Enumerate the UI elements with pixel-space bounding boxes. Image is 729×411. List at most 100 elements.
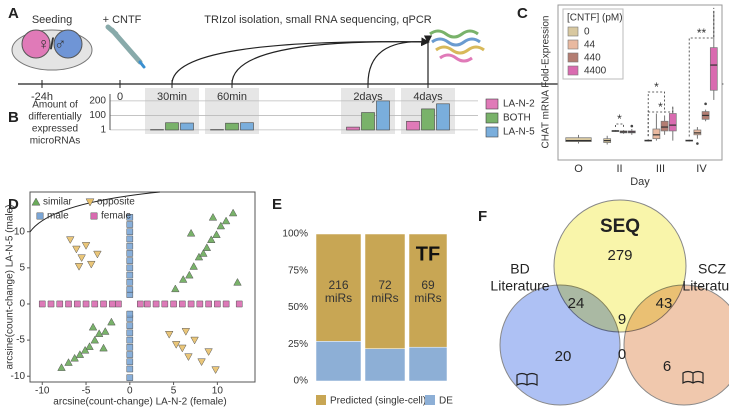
panel-label: F [478, 208, 487, 225]
legend-label: opposite [97, 197, 135, 208]
point [208, 212, 218, 221]
point [228, 208, 238, 217]
significance-label: * [654, 80, 659, 94]
point [202, 243, 212, 251]
point [184, 353, 193, 362]
legend-marker [36, 212, 44, 220]
point [85, 342, 94, 350]
venn-count: 20 [555, 348, 572, 365]
box [652, 128, 661, 140]
point [189, 262, 198, 270]
bar-label: 72 [378, 278, 392, 292]
y-axis-label: Amount of [32, 100, 78, 111]
x-axis-label: arcsine(count-change) LA-N-2 (female) [53, 397, 226, 408]
legend-swatch [485, 112, 499, 124]
panel-label: C [517, 5, 528, 22]
y-axis-label: differentially [28, 112, 81, 123]
bar [165, 122, 179, 131]
book-icon [682, 370, 704, 385]
y-tick-label: 100% [282, 229, 308, 240]
point [126, 286, 134, 293]
significance-label: * [658, 100, 663, 114]
point [205, 300, 212, 308]
point [72, 245, 81, 254]
point [179, 300, 186, 308]
venn-count: 43 [656, 295, 673, 312]
timeline-illustration [11, 24, 485, 71]
significance-bracket [615, 123, 624, 127]
legend-region [29, 191, 161, 233]
point [235, 300, 243, 308]
panel-label: D [8, 196, 19, 213]
point [196, 300, 204, 308]
point [56, 300, 64, 308]
legend-label: female [101, 211, 131, 222]
bar-segment [315, 233, 362, 342]
y-axis-label: microRNAs [30, 136, 81, 147]
x-tick-label: 5 [171, 386, 177, 397]
venn-count: 6 [663, 358, 671, 375]
point [181, 328, 191, 336]
outlier [630, 124, 634, 128]
point [87, 260, 96, 269]
bar-segment [315, 341, 362, 382]
point [185, 270, 194, 279]
venn-set-label: SCZ [698, 261, 726, 277]
point [126, 228, 134, 236]
point [126, 213, 134, 221]
venn-set-label: Literature [490, 278, 549, 294]
y-tick-label: 50% [288, 302, 308, 313]
y-tick-label: -10 [11, 371, 26, 382]
point [126, 336, 134, 344]
point [126, 221, 134, 228]
point [178, 275, 188, 283]
venn-count: 0 [618, 346, 626, 363]
point [126, 351, 134, 358]
legend-swatch [485, 98, 499, 110]
legend-title: [CNTF] (pM) [567, 13, 623, 24]
bar [361, 112, 375, 131]
legend-swatch [485, 126, 499, 138]
box [660, 120, 669, 132]
bar-segment [364, 348, 406, 382]
plot-frame [29, 191, 256, 383]
point [197, 358, 206, 367]
time-label: 4days [413, 91, 443, 103]
process-arrow [367, 37, 430, 85]
panel-label: A [8, 5, 19, 22]
legend-swatch [567, 39, 579, 50]
point [38, 300, 46, 308]
y-axis-label: expressed [32, 124, 78, 135]
bar [240, 122, 254, 131]
process-arrow [171, 37, 430, 85]
significance-bracket [688, 7, 715, 137]
legend-swatch [567, 52, 579, 63]
box [709, 47, 718, 91]
legend-swatch [425, 395, 435, 405]
x-tick-label: O [574, 163, 583, 175]
point [126, 365, 134, 373]
legend-swatch [316, 395, 326, 405]
outlier [696, 142, 699, 145]
point [171, 284, 180, 293]
x-tick-label: 10 [212, 386, 224, 397]
panel-label: B [8, 109, 19, 126]
bar [421, 108, 435, 131]
point [73, 300, 81, 308]
point [171, 341, 181, 349]
bar [180, 122, 194, 131]
point [178, 344, 187, 353]
significance-bracket [647, 91, 665, 137]
point [216, 221, 226, 230]
bar-label: 216 [328, 278, 348, 292]
legend-label: 0 [584, 27, 590, 38]
venn-set-label: SEQ [600, 216, 640, 237]
treatment-label: + CNTF [103, 14, 142, 26]
point [126, 257, 134, 264]
point [81, 242, 91, 250]
y-tick-label: 25% [288, 339, 308, 350]
point [74, 263, 84, 271]
point [88, 322, 98, 331]
point [144, 300, 151, 308]
point [126, 344, 134, 351]
